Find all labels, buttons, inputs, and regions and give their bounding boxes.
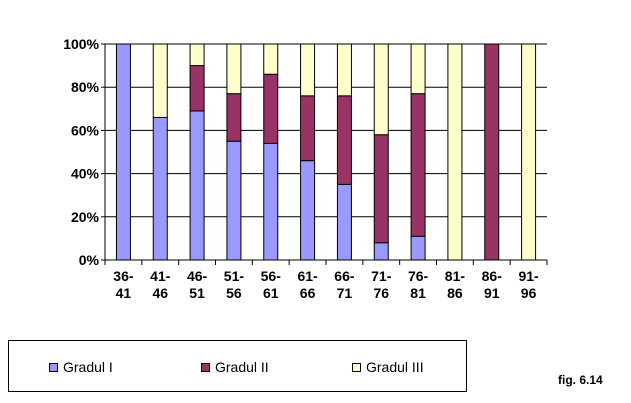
y-tick-label: 80% — [71, 79, 100, 95]
x-tick-label: 86-91 — [482, 268, 503, 301]
x-tick-label: 66-71 — [334, 268, 355, 301]
x-tick-label: 46-51 — [187, 268, 208, 301]
x-tick-label: 91-96 — [518, 268, 539, 301]
y-tick-label: 100% — [63, 36, 99, 52]
stacked-bar-chart: 0% 20% 40% 60% 80% 100% 36-41 41-46 46-51 51-56 5… — [63, 36, 548, 301]
figure-label: fig. 6.14 — [558, 373, 603, 387]
x-tick-label: 36-41 — [113, 268, 134, 301]
bar-segment-1-1 — [115, 43, 131, 261]
gridlines — [105, 43, 547, 261]
bar-segment-3-8 — [373, 43, 389, 136]
x-tick-label: 51-56 — [224, 268, 245, 301]
bar-segment-1-9 — [410, 235, 426, 261]
axes — [101, 43, 548, 265]
bar-segment-2-9 — [410, 93, 426, 237]
legend: Gradul I Gradul II Gradul III — [8, 340, 467, 392]
bar-segment-1-3 — [189, 110, 205, 261]
bar-segment-1-2 — [152, 116, 168, 261]
bar-segment-3-2 — [152, 43, 168, 118]
bars — [115, 43, 537, 261]
bar-segment-1-4 — [226, 140, 242, 261]
bar-segment-3-6 — [300, 43, 316, 97]
bar-segment-3-10 — [447, 43, 463, 261]
y-tick-labels: 0% 20% 40% 60% 80% 100% — [63, 36, 99, 268]
bar-segment-2-6 — [300, 95, 316, 162]
legend-swatch-gradul-i — [49, 362, 58, 372]
legend-label-gradul-ii: Gradul II — [215, 359, 269, 375]
bar-segment-3-9 — [410, 43, 426, 95]
bar-segment-2-8 — [373, 134, 389, 244]
x-tick-label: 81-86 — [445, 268, 466, 301]
bar-segment-1-7 — [336, 183, 352, 261]
bar-segment-1-5 — [263, 142, 279, 261]
bar-segment-1-8 — [373, 242, 389, 261]
bar-segment-3-5 — [263, 43, 279, 75]
x-tick-labels: 36-41 41-46 46-51 51-56 56-61 61-66 66-71 71-76… — [113, 268, 539, 301]
legend-item-gradul-iii: Gradul III — [352, 359, 424, 375]
legend-label-gradul-iii: Gradul III — [366, 359, 424, 375]
legend-label-gradul-i: Gradul I — [63, 359, 113, 375]
x-tick-label: 71-76 — [371, 268, 392, 301]
bar-segment-2-5 — [263, 73, 279, 144]
y-tick-label: 60% — [71, 122, 100, 138]
legend-swatch-gradul-ii — [201, 362, 210, 372]
legend-swatch-gradul-iii — [352, 362, 361, 372]
x-tick-label: 76-81 — [408, 268, 429, 301]
bar-segment-3-12 — [521, 43, 537, 261]
legend-item-gradul-i: Gradul I — [49, 359, 113, 375]
x-tick-label: 56-61 — [261, 268, 282, 301]
x-tick-label: 41-46 — [150, 268, 171, 301]
legend-item-gradul-ii: Gradul II — [201, 359, 269, 375]
y-tick-label: 40% — [71, 166, 100, 182]
x-tick-label: 61-66 — [297, 268, 318, 301]
bar-segment-2-7 — [336, 95, 352, 185]
bar-segment-1-6 — [300, 160, 316, 261]
bar-segment-2-4 — [226, 93, 242, 142]
bar-segment-2-11 — [484, 43, 500, 261]
y-tick-label: 20% — [71, 209, 100, 225]
y-tick-label: 0% — [79, 252, 100, 268]
bar-segment-3-3 — [189, 43, 205, 67]
bar-segment-3-7 — [336, 43, 352, 97]
bar-segment-2-3 — [189, 65, 205, 112]
bar-segment-3-4 — [226, 43, 242, 95]
